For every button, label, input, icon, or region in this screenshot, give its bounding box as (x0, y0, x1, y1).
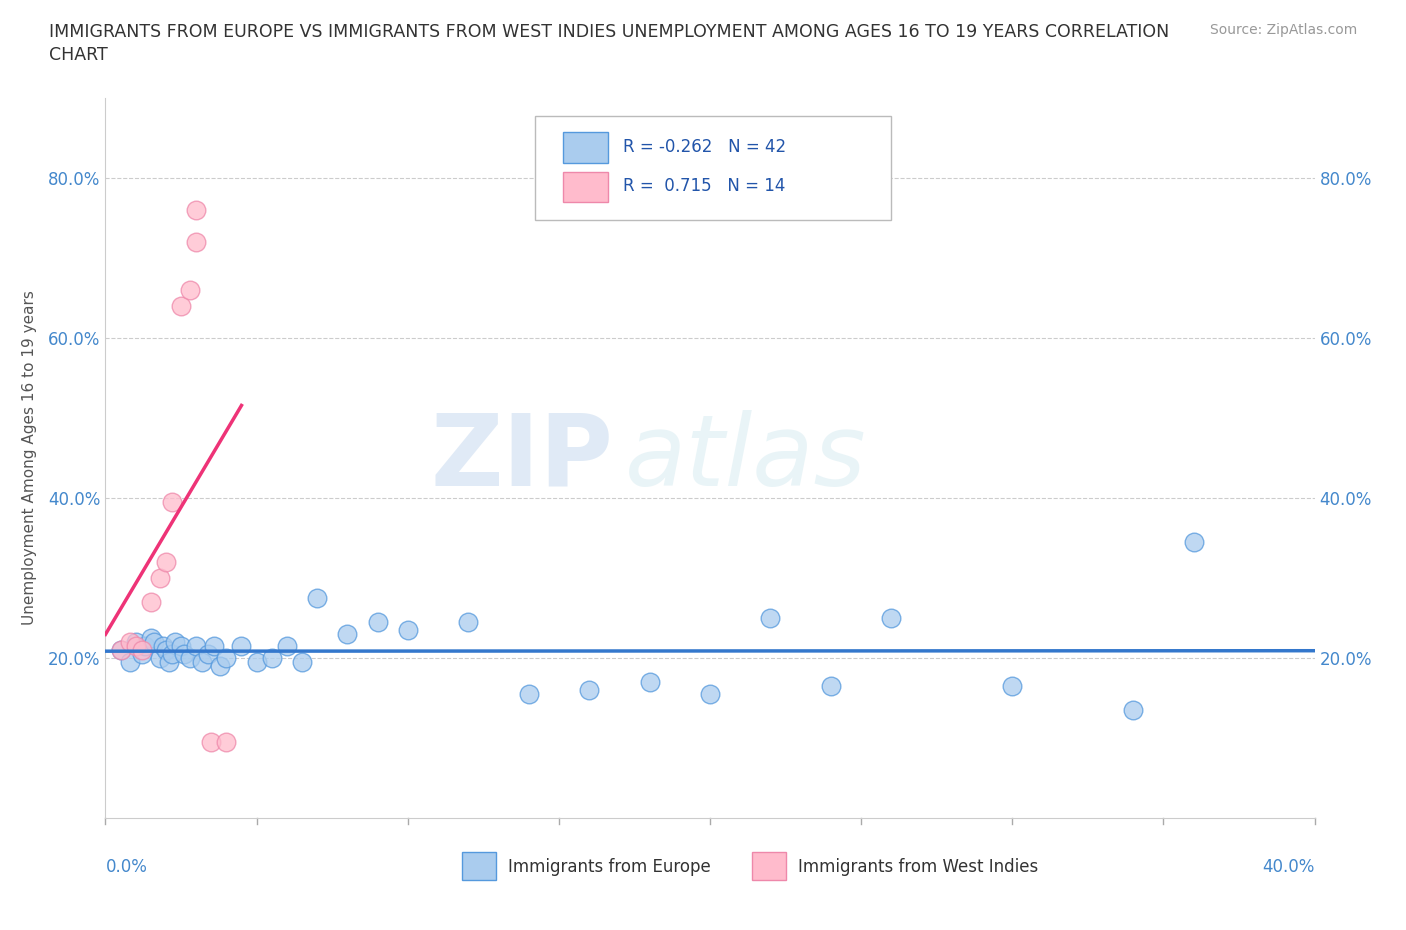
Point (336, 627, 359, 642)
Point (366, 615, 388, 630)
Point (157, 655, 180, 670)
Text: CHART: CHART (49, 46, 108, 64)
Point (197, 646, 219, 661)
Point (179, 283, 201, 298)
Point (186, 639, 208, 654)
Point (186, 234, 208, 249)
Point (307, 591, 329, 605)
Point (759, 611, 782, 626)
Point (149, 651, 172, 666)
Text: R = -0.262   N = 42: R = -0.262 N = 42 (623, 138, 786, 155)
Point (139, 631, 162, 645)
Point (110, 643, 132, 658)
Point (231, 639, 253, 654)
Point (276, 639, 298, 654)
Point (142, 635, 165, 650)
Point (260, 651, 283, 666)
Point (160, 646, 183, 661)
Point (638, 675, 661, 690)
Point (134, 639, 156, 654)
Point (291, 655, 314, 670)
Point (457, 615, 479, 630)
Point (160, 495, 183, 510)
Text: atlas: atlas (626, 409, 868, 507)
Point (110, 643, 132, 658)
Point (179, 651, 201, 666)
Point (124, 635, 148, 650)
Point (139, 595, 162, 610)
Point (200, 735, 222, 750)
Y-axis label: Unemployment Among Ages 16 to 19 years: Unemployment Among Ages 16 to 19 years (22, 290, 37, 626)
Bar (752, 852, 786, 880)
Point (215, 735, 238, 750)
Point (149, 571, 172, 586)
Point (152, 639, 174, 654)
Point (131, 646, 153, 661)
Point (699, 687, 721, 702)
Point (1001, 679, 1024, 694)
Point (124, 639, 148, 654)
Point (209, 658, 232, 673)
Point (170, 299, 193, 313)
Point (118, 635, 141, 650)
Point (215, 651, 238, 666)
Text: Source: ZipAtlas.com: Source: ZipAtlas.com (1209, 23, 1357, 37)
Text: ZIP: ZIP (430, 409, 613, 507)
Point (246, 655, 269, 670)
FancyBboxPatch shape (534, 115, 891, 220)
Text: IMMIGRANTS FROM EUROPE VS IMMIGRANTS FROM WEST INDIES UNEMPLOYMENT AMONG AGES 16: IMMIGRANTS FROM EUROPE VS IMMIGRANTS FRO… (49, 23, 1170, 41)
Point (517, 687, 540, 702)
Text: Immigrants from Europe: Immigrants from Europe (508, 857, 711, 876)
Bar (562, 172, 609, 202)
Point (118, 655, 141, 670)
Point (131, 643, 153, 658)
Text: 40.0%: 40.0% (1263, 858, 1315, 876)
Point (1122, 703, 1144, 718)
Point (202, 639, 225, 654)
Text: Immigrants from West Indies: Immigrants from West Indies (799, 857, 1039, 876)
Point (155, 554, 177, 569)
Bar (463, 852, 496, 880)
Text: 0.0%: 0.0% (105, 858, 148, 876)
Point (1182, 535, 1205, 550)
Bar (562, 132, 609, 163)
Point (396, 623, 419, 638)
Point (155, 643, 177, 658)
Text: R =  0.715   N = 14: R = 0.715 N = 14 (623, 178, 786, 195)
Point (163, 635, 186, 650)
Point (186, 203, 208, 218)
Point (820, 679, 842, 694)
Point (880, 611, 903, 626)
Point (170, 639, 193, 654)
Point (191, 655, 214, 670)
Point (173, 646, 195, 661)
Point (578, 683, 600, 698)
